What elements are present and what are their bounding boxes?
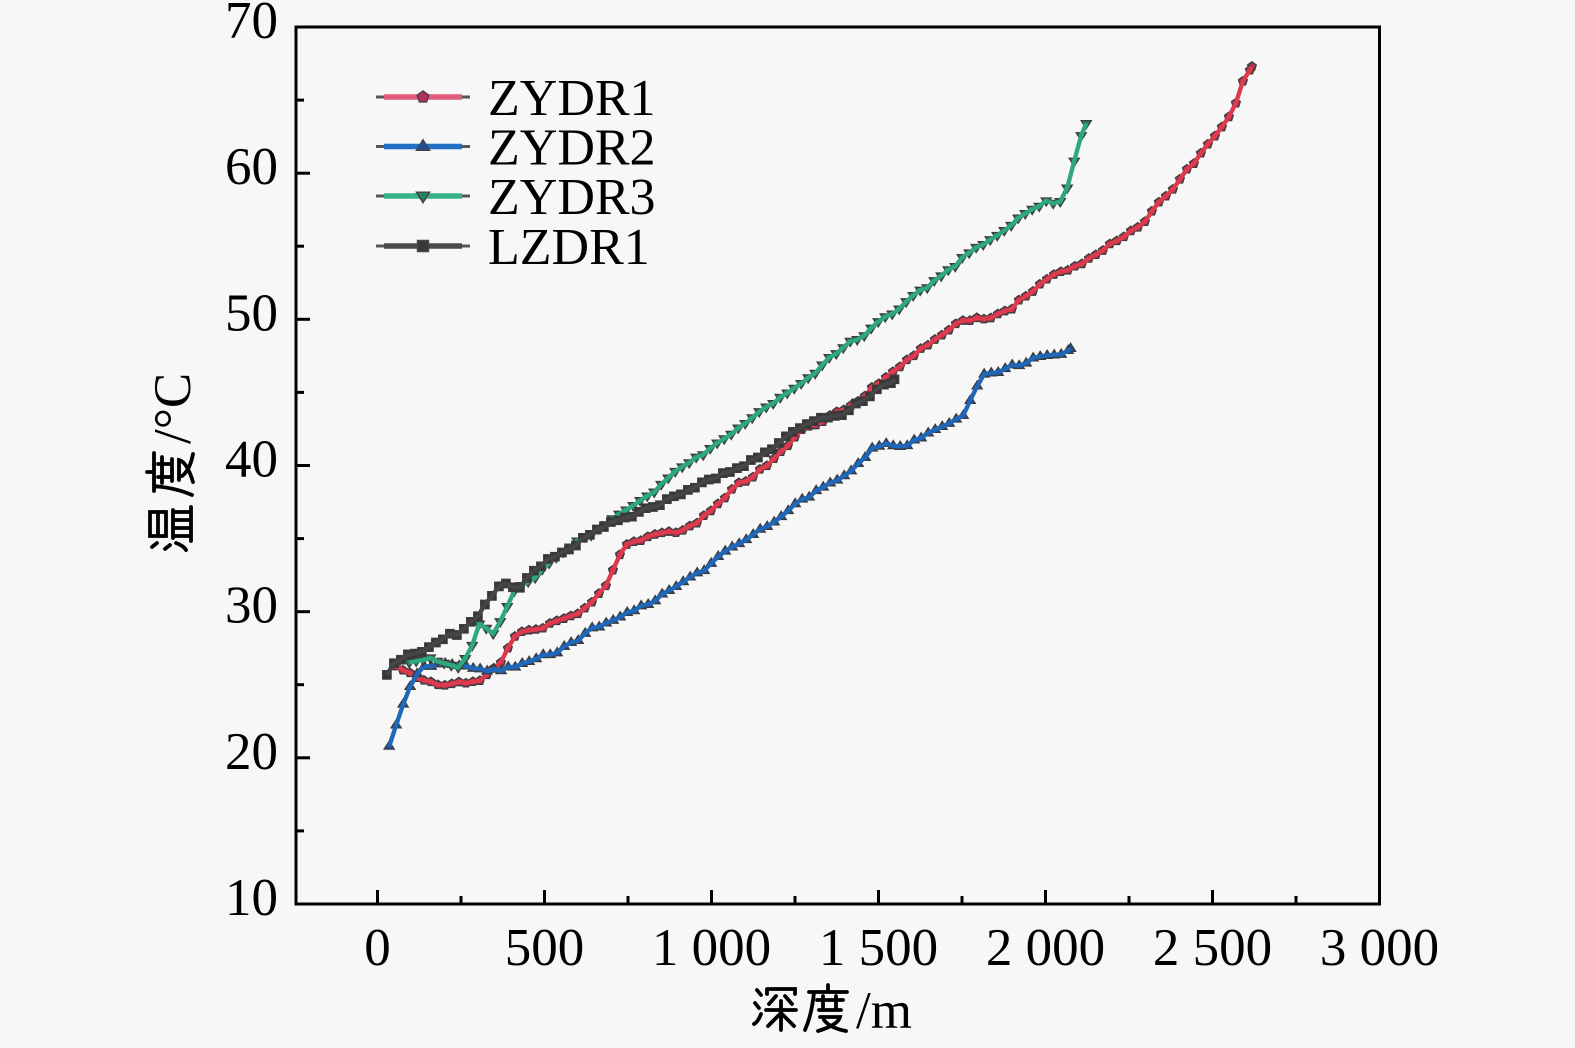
svg-text:1 000: 1 000 [652, 919, 771, 977]
svg-text:/m: /m [856, 982, 912, 1040]
svg-text:20: 20 [225, 723, 278, 781]
svg-text:ZYDR2: ZYDR2 [488, 120, 656, 177]
svg-text:30: 30 [225, 577, 278, 635]
svg-text:/°C: /°C [144, 373, 202, 444]
svg-text:10: 10 [225, 869, 278, 927]
svg-text:0: 0 [364, 919, 391, 977]
svg-text:LZDR1: LZDR1 [488, 219, 650, 276]
svg-text:50: 50 [225, 284, 278, 342]
svg-text:70: 70 [225, 0, 278, 50]
svg-text:1 500: 1 500 [819, 919, 938, 977]
svg-text:ZYDR1: ZYDR1 [488, 70, 656, 127]
svg-text:60: 60 [225, 138, 278, 196]
svg-text:500: 500 [505, 919, 585, 977]
svg-text:40: 40 [225, 431, 278, 489]
svg-text:ZYDR3: ZYDR3 [488, 169, 656, 226]
svg-text:3 000: 3 000 [1320, 919, 1439, 977]
svg-text:2 500: 2 500 [1153, 919, 1272, 977]
svg-text:2 000: 2 000 [986, 919, 1105, 977]
